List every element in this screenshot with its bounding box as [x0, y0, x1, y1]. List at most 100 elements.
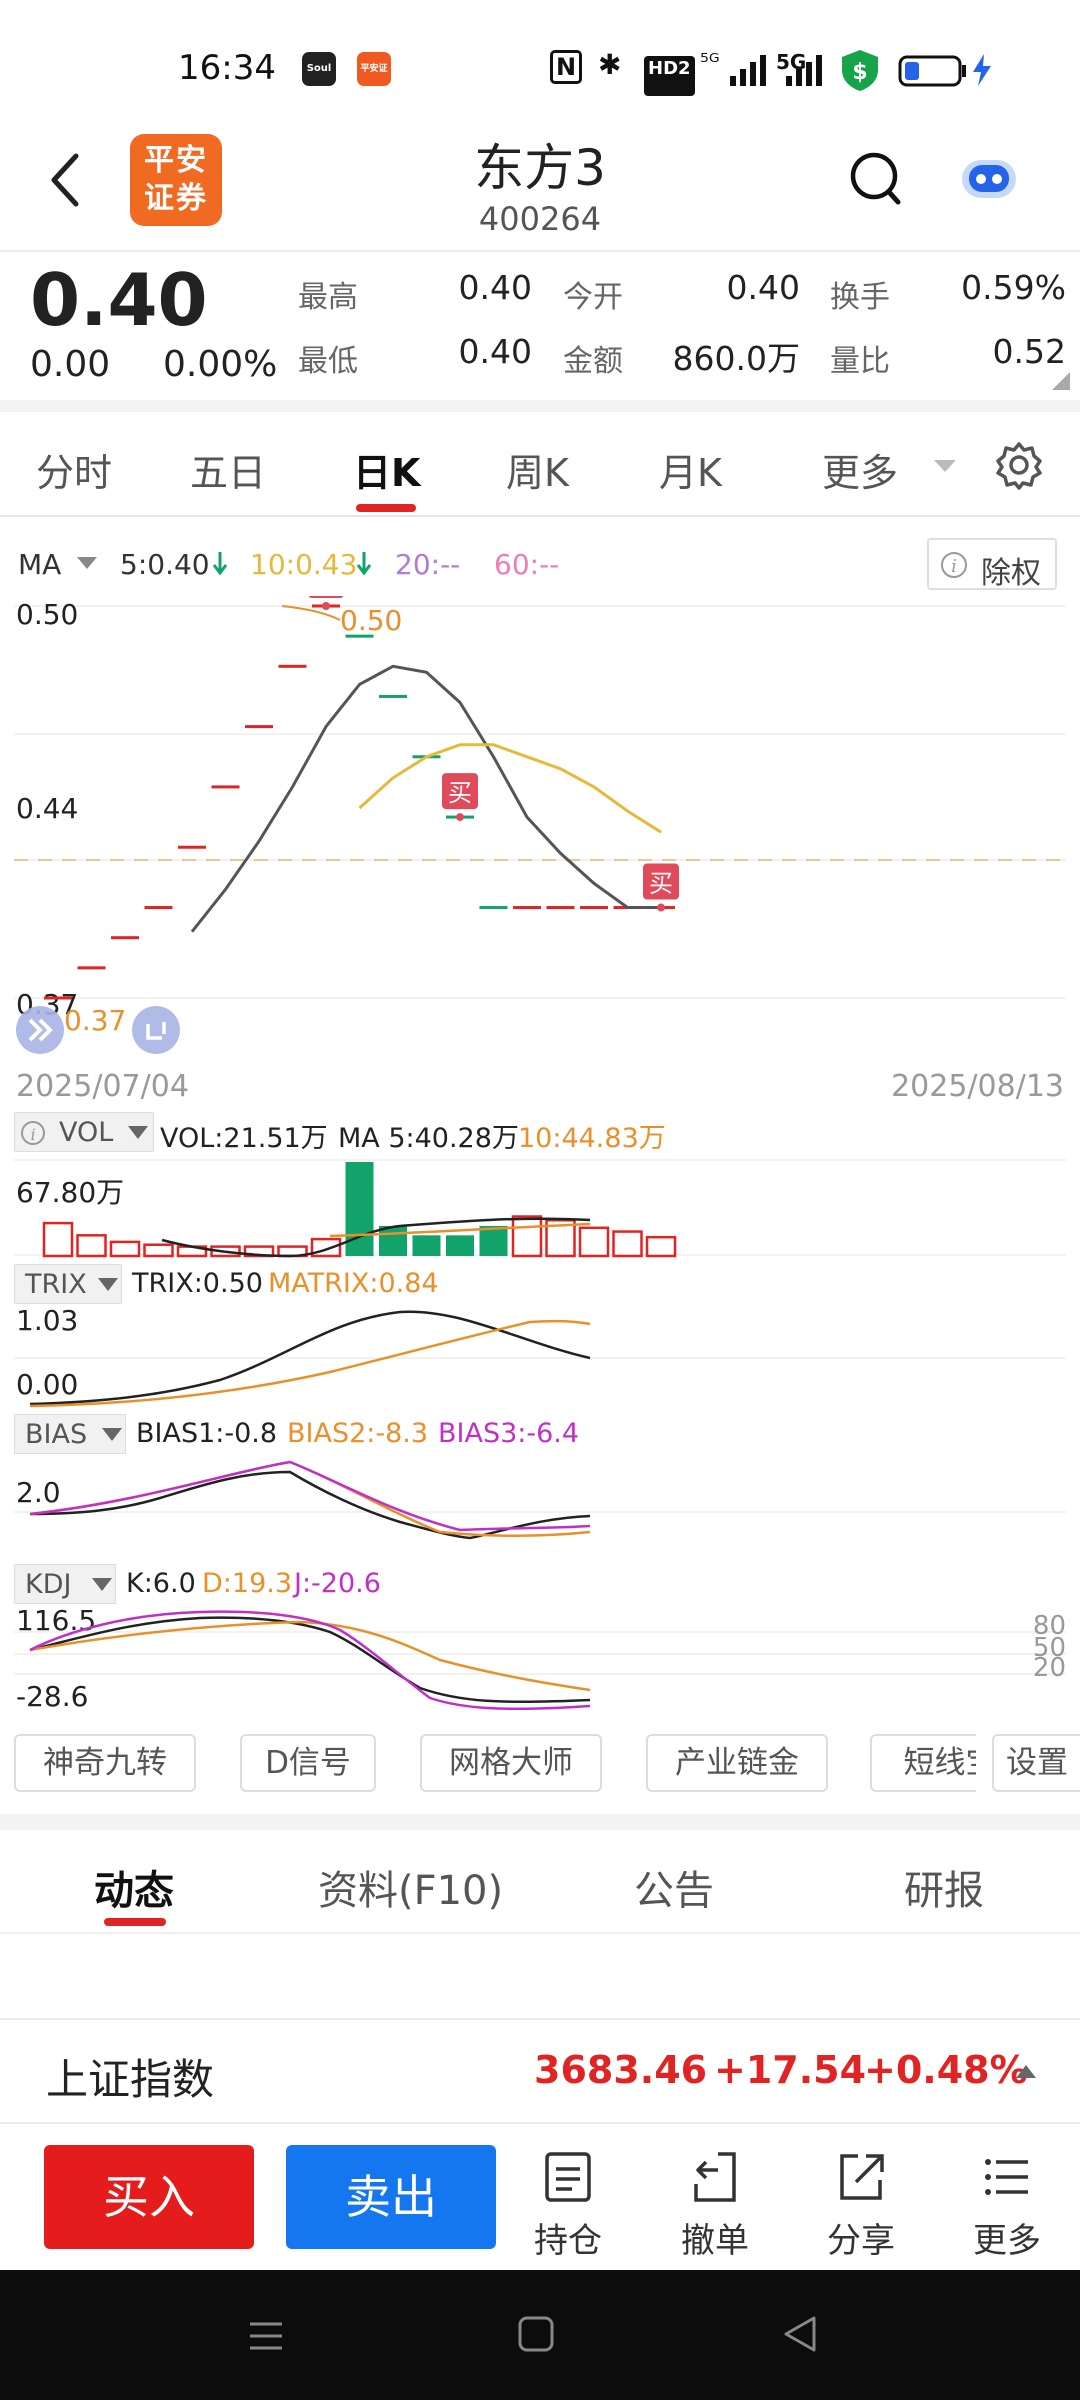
- buy-marker-label: 买: [649, 870, 673, 898]
- tab-daily-k[interactable]: 日K: [353, 451, 421, 495]
- volume-bar: [310, 1237, 342, 1258]
- chip-settings[interactable]: 设置: [992, 1734, 1080, 1792]
- ma-dropdown-icon[interactable]: [76, 556, 98, 570]
- volume-chart[interactable]: 67.80万: [0, 1150, 1080, 1260]
- bias-selector[interactable]: BIAS: [14, 1414, 126, 1454]
- turnover-value: 0.59%: [961, 268, 1066, 307]
- index-change-pct: +0.48%: [864, 2048, 1028, 2092]
- svg-text:i: i: [951, 556, 957, 577]
- share-button[interactable]: 分享: [811, 2150, 911, 2262]
- position-button[interactable]: 持仓: [518, 2150, 618, 2262]
- ma20-value: 20:--: [395, 548, 461, 581]
- volume-bar: [479, 1225, 508, 1256]
- amount-value: 860.0万: [672, 339, 800, 378]
- high-value: 0.40: [458, 268, 532, 307]
- tab-announcements[interactable]: 公告: [634, 1868, 714, 1914]
- buy-marker[interactable]: 买: [308, 596, 344, 610]
- bias2-line: [29, 1460, 591, 1538]
- vol-selector[interactable]: i VOL: [14, 1112, 154, 1152]
- trix-selector[interactable]: TRIX: [14, 1264, 122, 1304]
- volume-bar: [511, 1215, 543, 1258]
- gear-icon[interactable]: [994, 440, 1044, 490]
- buy-markers: 买买买: [308, 596, 679, 912]
- ma-selector-label[interactable]: MA: [18, 548, 62, 581]
- chip-industry-chain[interactable]: 产业链金: [646, 1734, 828, 1792]
- down-arrow-icon: [356, 552, 372, 576]
- buy-marker[interactable]: 买: [442, 773, 478, 822]
- nav-menu-icon[interactable]: [246, 2316, 286, 2356]
- expand-up-icon[interactable]: [1014, 2062, 1038, 2080]
- index-ticker[interactable]: 上证指数 3683.46 +17.54 +0.48%: [0, 2018, 1080, 2124]
- bias-chart[interactable]: 2.0: [0, 1452, 1080, 1560]
- tab-research[interactable]: 研报: [904, 1868, 984, 1914]
- position-label: 持仓: [534, 2221, 602, 2261]
- trix-selector-label: TRIX: [25, 1269, 87, 1300]
- cancel-order-button[interactable]: 撤单: [665, 2150, 765, 2262]
- tab-weekly-k[interactable]: 周K: [506, 451, 569, 495]
- kline-candle: [479, 906, 508, 910]
- period-tabs: 分时 五日 日K 周K 月K 更多: [0, 412, 1080, 517]
- turnover-label: 换手: [830, 280, 890, 315]
- ma5-value: 5:0.40: [120, 548, 210, 581]
- tab-news[interactable]: 动态: [94, 1868, 174, 1914]
- trix-line: [29, 1310, 591, 1406]
- max-pointer-line: [281, 605, 341, 621]
- index-change: +17.54: [714, 2048, 867, 2092]
- vol-ma10-line: [329, 1222, 591, 1238]
- kdj-selector[interactable]: KDJ: [14, 1564, 116, 1604]
- kdj-y-bot: -28.6: [16, 1680, 88, 1713]
- volume-bar: [412, 1235, 441, 1256]
- ex-right-button[interactable]: i 除权: [927, 538, 1057, 591]
- bias2-value: BIAS2:-8.3: [287, 1418, 429, 1449]
- tab-intraday[interactable]: 分时: [36, 451, 113, 495]
- nav-back-icon[interactable]: [780, 2314, 820, 2354]
- trix-chart[interactable]: 1.03 0.00: [0, 1302, 1080, 1412]
- cancel-order-label: 撤单: [681, 2221, 749, 2261]
- tab-more[interactable]: 更多: [822, 451, 899, 495]
- tab-f10[interactable]: 资料(F10): [318, 1868, 504, 1914]
- buy-marker[interactable]: 买: [643, 863, 679, 912]
- kline-max-note: 0.50: [340, 604, 402, 637]
- quote-panel: 0.40 0.00 0.00% 最高 0.40 最低 0.40 今开 0.40 …: [0, 250, 1080, 400]
- tab-monthly-k[interactable]: 月K: [659, 451, 722, 495]
- dropdown-triangle-icon: [98, 1278, 118, 1291]
- kline-chart[interactable]: 0.50 0.44 0.37 0.50 0.37 买买买 2025/07/04 …: [0, 596, 1080, 1116]
- vol-ma5-line: [161, 1217, 591, 1258]
- dropdown-triangle-icon: [128, 1126, 148, 1139]
- hd-icon: HD2: [644, 56, 695, 96]
- share-icon: [840, 2154, 884, 2200]
- kline-candles: [44, 604, 675, 1000]
- chip-grid-master[interactable]: 网格大师: [420, 1734, 602, 1792]
- kdj-chart[interactable]: 116.5 -28.6 80 50 20: [0, 1602, 1080, 1714]
- signal-5g-icon-1: ⁵ᴳ: [700, 50, 720, 75]
- more-button[interactable]: 更多: [957, 2150, 1057, 2262]
- kline-min-note: 0.37: [64, 1004, 126, 1037]
- chip-magic-nine[interactable]: 神奇九转: [14, 1734, 196, 1792]
- chip-d-signal[interactable]: D信号: [240, 1734, 376, 1792]
- chip-short-line[interactable]: 短线宝: [870, 1734, 976, 1792]
- expand-corner-icon[interactable]: [1050, 370, 1072, 392]
- down-arrow-icon: [212, 552, 228, 576]
- search-icon[interactable]: [848, 150, 904, 210]
- kline-candle: [278, 664, 307, 668]
- buy-marker-badge: [442, 773, 478, 810]
- vol-selector-label: VOL: [59, 1117, 114, 1148]
- volume-bar: [446, 1235, 474, 1256]
- pingan-logo: 平安证券: [130, 134, 222, 226]
- fullscreen-icon[interactable]: [132, 1006, 180, 1054]
- bias-y-label: 2.0: [16, 1476, 61, 1509]
- sell-button[interactable]: 卖出: [286, 2145, 496, 2249]
- more-label: 更多: [973, 2221, 1041, 2261]
- back-arrow-icon[interactable]: [44, 150, 84, 210]
- vol-ratio-value: 0.52: [992, 332, 1066, 371]
- nav-home-icon[interactable]: [516, 2314, 556, 2354]
- volume-bars: [42, 1162, 677, 1258]
- low-value: 0.40: [458, 332, 532, 371]
- battery-icon: [898, 55, 966, 87]
- buy-button[interactable]: 买入: [44, 2145, 254, 2249]
- robot-assistant-icon[interactable]: [958, 150, 1020, 206]
- kdj-selector-label: KDJ: [25, 1569, 72, 1600]
- buy-marker-badge: [643, 863, 679, 900]
- tab-five-day[interactable]: 五日: [190, 451, 267, 495]
- kline-candle: [345, 634, 374, 638]
